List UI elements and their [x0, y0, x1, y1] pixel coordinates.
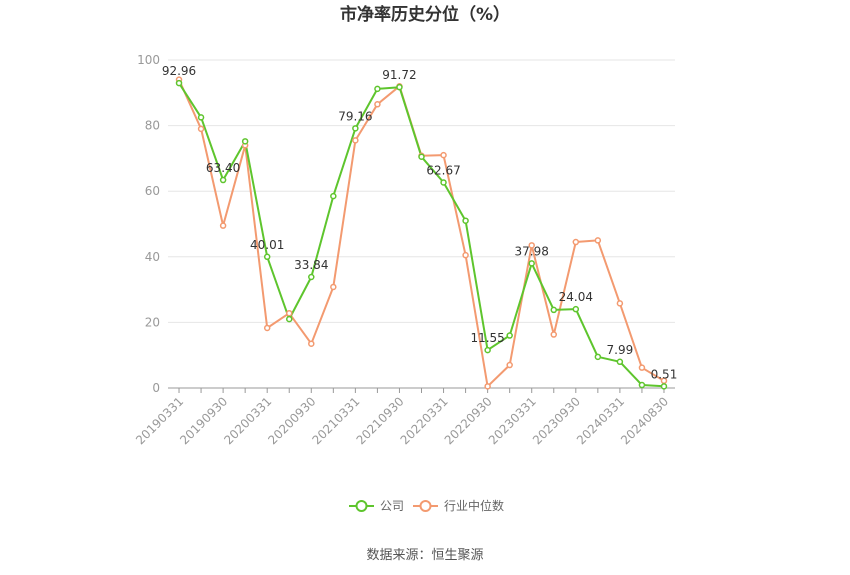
data-point-industry-median	[528, 242, 535, 249]
data-label: 33.84	[294, 258, 328, 272]
data-point-company	[462, 217, 469, 224]
legend-company-marker	[355, 500, 368, 512]
data-labels: 92.96 63.40 40.01 33.84 79.16 91.72 62.67 11.55…	[162, 64, 677, 381]
y-tick-label: 80	[145, 119, 160, 133]
data-label: 63.40	[206, 161, 240, 175]
data-label: 91.72	[382, 68, 416, 82]
data-label: 7.99	[607, 343, 634, 357]
legend[interactable]: 公司 行业中位数	[349, 498, 504, 513]
data-point-company	[660, 383, 668, 390]
data-point-industry-median	[285, 309, 293, 317]
y-tick-label: 60	[145, 184, 160, 198]
data-label: 37.98	[515, 244, 549, 258]
data-label: 24.04	[559, 290, 593, 304]
data-point-company	[263, 253, 271, 261]
data-point-company	[352, 125, 359, 132]
data-point-industry-median	[263, 324, 271, 332]
data-point-company	[219, 176, 227, 184]
legend-company-label: 公司	[380, 499, 404, 513]
y-tick-label: 100	[137, 53, 160, 67]
data-point-industry-median	[219, 222, 227, 229]
data-point-industry-median	[638, 364, 646, 371]
data-point-industry-median	[440, 151, 447, 159]
y-tick-label: 0	[152, 381, 160, 395]
legend-item-company[interactable]: 公司	[349, 499, 404, 513]
data-label: 0.51	[651, 367, 678, 381]
data-point-company	[418, 153, 425, 161]
data-point-company	[616, 358, 624, 366]
x-axis: 2019033120190930202003312020093020210331…	[133, 387, 675, 447]
data-point-company	[396, 83, 403, 91]
legend-item-industry-median[interactable]: 行业中位数	[413, 498, 504, 513]
data-point-industry-median	[197, 125, 205, 133]
y-tick-label: 40	[145, 250, 160, 264]
data-point-industry-median	[330, 283, 337, 291]
data-point-industry-median	[308, 340, 315, 347]
chart-title: 市净率历史分位（%）	[340, 4, 510, 25]
data-point-industry-median	[550, 331, 558, 338]
data-point-company	[506, 332, 513, 339]
data-label: 92.96	[162, 64, 196, 78]
y-axis: 0 20 40 60 80 100	[137, 53, 160, 395]
data-point-company	[330, 192, 337, 200]
data-point-company	[484, 346, 491, 354]
data-point-industry-median	[374, 101, 381, 108]
y-tick-label: 20	[145, 315, 160, 329]
data-point-company	[285, 315, 293, 323]
data-point-company	[241, 138, 249, 145]
data-point-industry-median	[506, 361, 513, 369]
gridlines	[168, 59, 675, 323]
data-point-company	[550, 306, 558, 314]
data-point-industry-median	[484, 383, 491, 390]
data-label: 79.16	[338, 109, 372, 123]
data-label: 11.55	[470, 331, 504, 345]
data-point-industry-median	[616, 300, 624, 307]
data-point-company	[175, 79, 183, 87]
data-point-company	[594, 353, 602, 361]
data-point-company	[572, 305, 580, 313]
data-point-industry-median	[572, 238, 580, 246]
data-point-company	[308, 273, 315, 281]
data-point-industry-median	[594, 237, 602, 244]
data-point-company	[374, 85, 381, 93]
data-point-company	[638, 381, 646, 389]
data-point-industry-median	[352, 137, 359, 144]
data-point-company	[197, 114, 205, 121]
series-points	[175, 76, 668, 390]
data-label: 62.67	[426, 163, 460, 177]
x-tick-label: 20240830	[618, 394, 671, 447]
data-point-company	[528, 260, 535, 267]
data-point-company	[440, 179, 447, 186]
series-line-company	[178, 82, 665, 388]
data-point-industry-median	[462, 251, 469, 259]
data-source: 数据来源：恒生聚源	[366, 548, 483, 563]
legend-industry-label: 行业中位数	[444, 498, 504, 513]
legend-industry-marker	[419, 500, 432, 512]
data-label: 40.01	[250, 238, 284, 252]
